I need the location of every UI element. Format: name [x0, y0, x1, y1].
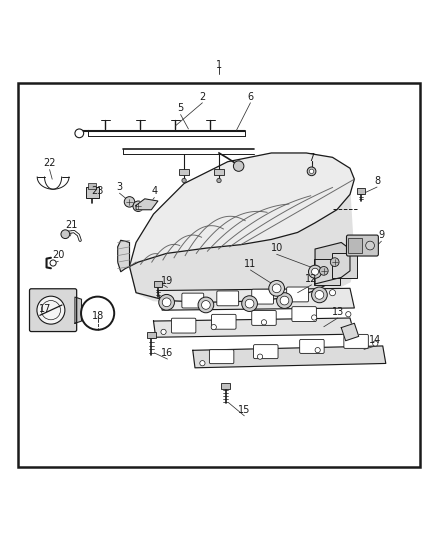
- Circle shape: [198, 297, 214, 313]
- Text: 8: 8: [374, 176, 380, 186]
- Circle shape: [50, 260, 56, 266]
- Text: 14: 14: [369, 335, 381, 345]
- Circle shape: [75, 129, 84, 138]
- FancyBboxPatch shape: [254, 345, 278, 359]
- FancyBboxPatch shape: [154, 281, 162, 287]
- Circle shape: [269, 280, 285, 296]
- Text: 5: 5: [177, 103, 184, 114]
- Circle shape: [258, 354, 263, 359]
- Circle shape: [280, 296, 289, 305]
- FancyBboxPatch shape: [212, 314, 236, 329]
- FancyBboxPatch shape: [29, 289, 77, 332]
- Circle shape: [200, 361, 205, 366]
- Circle shape: [61, 230, 70, 239]
- Circle shape: [211, 325, 216, 330]
- FancyBboxPatch shape: [292, 306, 316, 321]
- FancyBboxPatch shape: [357, 188, 365, 193]
- FancyBboxPatch shape: [314, 259, 340, 285]
- Text: 15: 15: [238, 405, 251, 415]
- Circle shape: [308, 265, 321, 278]
- Circle shape: [182, 179, 186, 183]
- FancyBboxPatch shape: [182, 293, 204, 308]
- FancyBboxPatch shape: [217, 291, 239, 306]
- Circle shape: [315, 290, 324, 299]
- Circle shape: [329, 289, 336, 296]
- FancyBboxPatch shape: [221, 383, 230, 389]
- FancyBboxPatch shape: [171, 318, 196, 333]
- Polygon shape: [130, 153, 354, 266]
- Polygon shape: [130, 195, 354, 302]
- Circle shape: [319, 266, 328, 275]
- Circle shape: [233, 161, 244, 171]
- FancyBboxPatch shape: [344, 334, 368, 349]
- Polygon shape: [193, 346, 386, 368]
- Circle shape: [277, 293, 292, 309]
- Circle shape: [261, 320, 267, 325]
- Polygon shape: [75, 297, 81, 323]
- Text: 12: 12: [305, 274, 318, 284]
- Circle shape: [346, 312, 351, 317]
- Text: 4: 4: [151, 187, 157, 196]
- Text: 18: 18: [92, 311, 104, 321]
- Polygon shape: [136, 199, 158, 210]
- Text: 17: 17: [39, 304, 51, 314]
- Text: 6: 6: [247, 92, 254, 102]
- Circle shape: [217, 179, 221, 183]
- Circle shape: [242, 296, 258, 311]
- Circle shape: [311, 315, 317, 320]
- FancyBboxPatch shape: [300, 340, 324, 353]
- Polygon shape: [341, 323, 359, 341]
- FancyBboxPatch shape: [86, 187, 99, 198]
- Circle shape: [366, 241, 374, 250]
- Text: 22: 22: [43, 158, 56, 168]
- Circle shape: [311, 287, 327, 303]
- Text: 9: 9: [378, 230, 385, 240]
- Circle shape: [162, 298, 171, 306]
- Text: 16: 16: [161, 348, 173, 358]
- Circle shape: [166, 298, 172, 304]
- Circle shape: [133, 201, 144, 212]
- Circle shape: [309, 169, 314, 174]
- FancyBboxPatch shape: [332, 253, 357, 278]
- Circle shape: [307, 167, 316, 176]
- FancyBboxPatch shape: [88, 183, 96, 189]
- FancyBboxPatch shape: [252, 311, 276, 325]
- Text: 23: 23: [92, 187, 104, 196]
- FancyBboxPatch shape: [252, 289, 274, 304]
- FancyBboxPatch shape: [348, 238, 362, 253]
- FancyBboxPatch shape: [179, 169, 189, 175]
- Text: 2: 2: [199, 92, 205, 102]
- Text: 11: 11: [244, 259, 257, 269]
- Circle shape: [272, 284, 281, 293]
- Text: 21: 21: [65, 220, 78, 230]
- Text: 1: 1: [216, 60, 222, 70]
- Text: 10: 10: [271, 243, 283, 253]
- FancyBboxPatch shape: [287, 287, 308, 302]
- Text: 3: 3: [117, 182, 123, 192]
- Circle shape: [159, 294, 174, 310]
- FancyBboxPatch shape: [346, 235, 378, 256]
- Circle shape: [373, 341, 378, 346]
- Text: 13: 13: [332, 307, 344, 317]
- Circle shape: [37, 296, 65, 324]
- Text: 20: 20: [52, 250, 64, 260]
- Text: 19: 19: [161, 276, 173, 286]
- FancyBboxPatch shape: [209, 350, 234, 364]
- Circle shape: [245, 299, 254, 308]
- Polygon shape: [158, 288, 354, 310]
- Circle shape: [124, 197, 135, 207]
- Circle shape: [311, 268, 318, 275]
- Circle shape: [161, 329, 166, 335]
- FancyBboxPatch shape: [214, 169, 224, 175]
- Polygon shape: [153, 318, 354, 337]
- Circle shape: [201, 301, 210, 309]
- Polygon shape: [315, 243, 350, 284]
- FancyBboxPatch shape: [147, 332, 155, 338]
- Circle shape: [315, 348, 320, 353]
- Text: 7: 7: [308, 153, 314, 163]
- Polygon shape: [118, 240, 130, 272]
- Circle shape: [330, 258, 339, 266]
